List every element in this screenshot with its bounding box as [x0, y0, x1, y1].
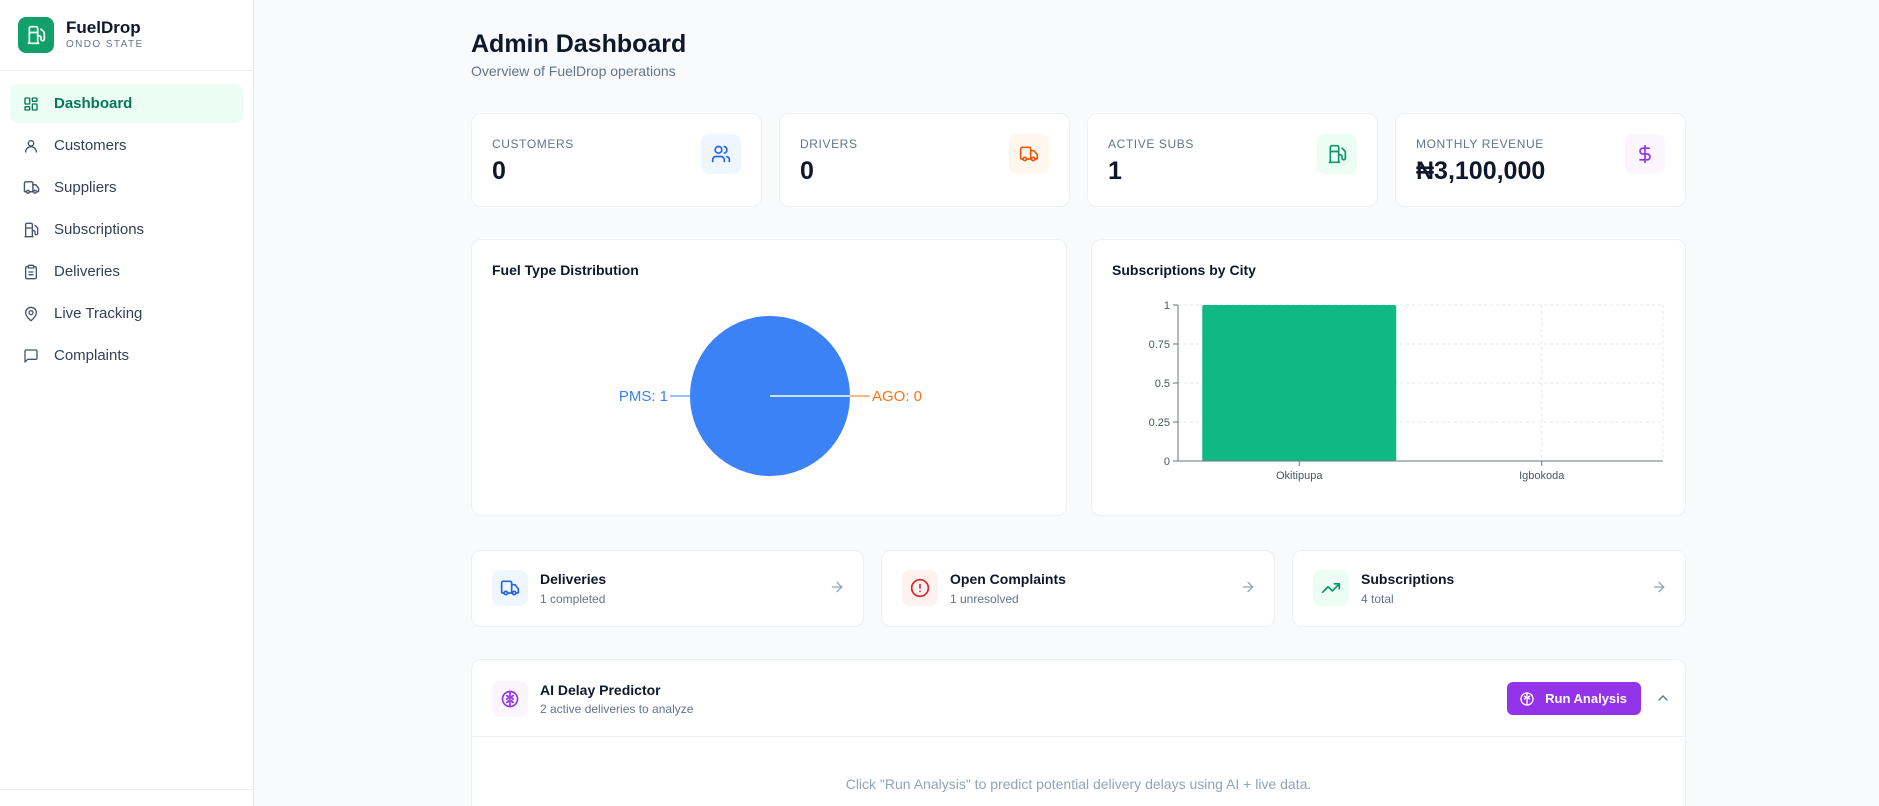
stat-value: 1	[1108, 157, 1122, 185]
stat-label: MONTHLY REVENUE	[1416, 137, 1544, 151]
sidebar-nav: Dashboard Customers Suppliers Subscripti…	[0, 71, 253, 391]
x-tick-label: Igbokoda	[1519, 470, 1565, 482]
ai-panel-subtitle: 2 active deliveries to analyze	[540, 702, 694, 716]
subscriptions-link-card[interactable]: Subscriptions 4 total	[1292, 550, 1686, 627]
users-icon	[701, 134, 741, 174]
sidebar-item-live-tracking[interactable]: Live Tracking	[10, 294, 243, 333]
sidebar-item-subscriptions[interactable]: Subscriptions	[10, 210, 243, 249]
sidebar-item-suppliers[interactable]: Suppliers	[10, 168, 243, 207]
stat-label: DRIVERS	[800, 137, 858, 151]
stat-label: ACTIVE SUBS	[1108, 137, 1194, 151]
stat-label: CUSTOMERS	[492, 137, 574, 151]
map-pin-icon	[22, 305, 40, 323]
stat-value: 0	[800, 157, 814, 185]
deliveries-link-card[interactable]: Deliveries 1 completed	[471, 550, 864, 627]
y-tick-label: 0.25	[1149, 417, 1170, 429]
truck-icon	[1009, 134, 1049, 174]
pie-label-pms: PMS: 1	[619, 388, 668, 405]
page-title: Admin Dashboard	[471, 30, 687, 58]
sidebar-item-label: Deliveries	[54, 263, 120, 280]
open-complaints-link-card[interactable]: Open Complaints 1 unresolved	[881, 550, 1275, 627]
brand[interactable]: FuelDrop ONDO STATE	[0, 0, 253, 71]
divider	[472, 736, 1685, 737]
sidebar-item-complaints[interactable]: Complaints	[10, 336, 243, 375]
y-tick-label: 0.75	[1149, 339, 1170, 351]
fuel-type-pie-chart: PMS: 1 AGO: 0	[619, 316, 922, 476]
fuel-pump-logo-icon	[18, 17, 54, 53]
stat-card-customers: CUSTOMERS 0	[471, 113, 762, 207]
dollar-icon	[1625, 134, 1665, 174]
link-card-subtitle: 1 completed	[540, 592, 606, 606]
trending-up-icon	[1313, 570, 1349, 606]
truck-icon	[22, 179, 40, 197]
stat-card-drivers: DRIVERS 0	[779, 113, 1070, 207]
brand-name: FuelDrop	[66, 18, 141, 37]
stat-card-monthly-revenue: MONTHLY REVENUE ₦3,100,000	[1395, 113, 1686, 207]
link-card-title: Deliveries	[540, 571, 607, 587]
stat-value: 0	[492, 157, 506, 185]
fuel-pump-icon	[22, 221, 40, 239]
sidebar-item-label: Dashboard	[54, 95, 133, 112]
x-tick-label: Okitipupa	[1276, 470, 1323, 482]
link-card-title: Open Complaints	[950, 571, 1066, 587]
arrow-right-icon	[1242, 581, 1254, 593]
stat-value: ₦3,100,000	[1416, 157, 1546, 185]
truck-icon	[492, 570, 528, 606]
sidebar-item-label: Live Tracking	[54, 305, 143, 322]
message-square-icon	[22, 347, 40, 365]
subscriptions-by-city-chart-card: Subscriptions by City 0 0.25 0.5 0.75 1 Okiti…	[1091, 239, 1686, 516]
brain-icon	[1520, 691, 1534, 706]
page-subtitle: Overview of FuelDrop operations	[471, 63, 676, 79]
ai-panel-hint: Click "Run Analysis" to predict potentia…	[845, 776, 1312, 792]
sidebar-item-label: Suppliers	[54, 179, 117, 196]
chart-title: Subscriptions by City	[1112, 262, 1256, 278]
clipboard-icon	[22, 263, 40, 281]
sidebar-item-label: Subscriptions	[54, 221, 145, 238]
bar-okitipupa	[1202, 305, 1397, 461]
stat-card-active-subs: ACTIVE SUBS 1	[1087, 113, 1378, 207]
sidebar-item-deliveries[interactable]: Deliveries	[10, 252, 243, 291]
y-tick-label: 0.5	[1155, 378, 1170, 390]
sidebar-footer-divider	[0, 789, 253, 790]
sidebar: FuelDrop ONDO STATE Dashboard Customers …	[0, 0, 254, 806]
alert-circle-icon	[902, 570, 938, 606]
ai-panel-title: AI Delay Predictor	[540, 682, 661, 698]
fuel-type-chart-card: Fuel Type Distribution PMS: 1 AGO: 0	[471, 239, 1067, 516]
sidebar-item-dashboard[interactable]: Dashboard	[10, 84, 243, 123]
arrow-right-icon	[1653, 581, 1665, 593]
chart-title: Fuel Type Distribution	[492, 262, 639, 278]
link-card-subtitle: 1 unresolved	[950, 592, 1019, 606]
sidebar-item-label: Customers	[54, 137, 127, 154]
fuel-pump-icon	[1317, 134, 1357, 174]
run-analysis-label: Run Analysis	[1545, 691, 1627, 706]
sidebar-item-label: Complaints	[54, 347, 130, 364]
chevron-up-icon[interactable]	[1655, 690, 1671, 706]
link-card-subtitle: 4 total	[1361, 592, 1394, 606]
ai-delay-predictor-panel: AI Delay Predictor 2 active deliveries t…	[471, 659, 1686, 806]
run-analysis-button[interactable]: Run Analysis	[1507, 682, 1641, 715]
link-card-title: Subscriptions	[1361, 571, 1455, 587]
brand-subtitle: ONDO STATE	[66, 39, 144, 50]
subscriptions-bar-chart: 0 0.25 0.5 0.75 1 Okitipupa Igbokoda	[1149, 300, 1664, 482]
user-icon	[22, 137, 40, 155]
y-tick-label: 1	[1164, 300, 1170, 312]
y-tick-label: 0	[1164, 456, 1170, 468]
brain-icon	[492, 681, 528, 717]
pie-label-ago: AGO: 0	[872, 388, 922, 405]
arrow-right-icon	[831, 581, 843, 593]
sidebar-item-customers[interactable]: Customers	[10, 126, 243, 165]
dashboard-grid-icon	[22, 95, 40, 113]
